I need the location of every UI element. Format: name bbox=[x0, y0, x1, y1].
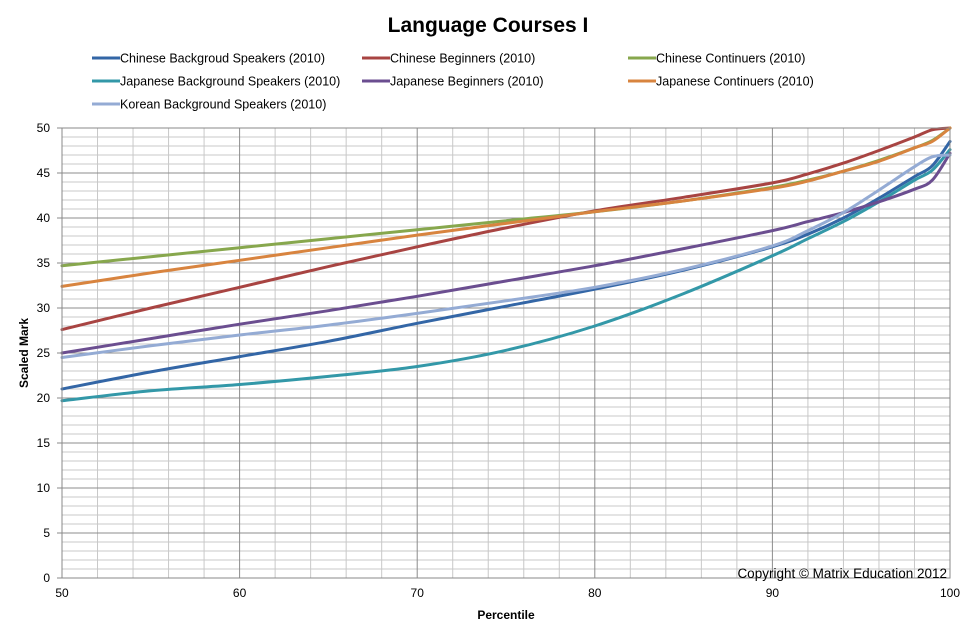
x-tick-label: 100 bbox=[940, 586, 960, 600]
x-tick-label: 50 bbox=[55, 586, 69, 600]
legend: Chinese Backgroud Speakers (2010) Chinese… bbox=[92, 52, 814, 112]
legend-label: Chinese Backgroud Speakers (2010) bbox=[120, 52, 325, 66]
series-line-4 bbox=[60, 148, 952, 403]
legend-label: Chinese Beginners (2010) bbox=[390, 52, 535, 66]
y-tick-label: 30 bbox=[37, 301, 51, 315]
y-tick-label: 10 bbox=[37, 481, 51, 495]
y-tick-label: 40 bbox=[37, 211, 51, 225]
x-tick-label: 80 bbox=[588, 586, 602, 600]
x-tick-label: 70 bbox=[411, 586, 425, 600]
legend-label: Chinese Continuers (2010) bbox=[656, 52, 805, 66]
minor-gridlines bbox=[62, 128, 950, 578]
y-tick-label: 50 bbox=[37, 121, 51, 135]
series-lines bbox=[60, 126, 952, 403]
y-tick-label: 5 bbox=[43, 526, 50, 540]
series-line-6 bbox=[60, 126, 952, 288]
x-axis-ticks: 50 60 70 80 90 100 bbox=[55, 586, 960, 600]
x-tick-label: 60 bbox=[233, 586, 247, 600]
chart-title: Language Courses I bbox=[388, 14, 589, 37]
series-line-7 bbox=[60, 153, 952, 359]
series-line-5 bbox=[60, 151, 952, 355]
y-tick-label: 25 bbox=[37, 346, 51, 360]
y-tick-label: 45 bbox=[37, 166, 51, 180]
x-tick-label: 90 bbox=[766, 586, 780, 600]
y-tick-label: 20 bbox=[37, 391, 51, 405]
legend-label: Japanese Beginners (2010) bbox=[390, 75, 544, 89]
y-axis-label: Scaled Mark bbox=[17, 318, 31, 388]
copyright-annotation: Copyright © Matrix Education 2012 bbox=[737, 566, 947, 581]
y-axis-ticks: 0 5 10 15 20 25 30 35 40 45 50 bbox=[37, 121, 62, 585]
legend-label: Japanese Background Speakers (2010) bbox=[120, 75, 340, 89]
y-tick-label: 35 bbox=[37, 256, 51, 270]
y-tick-label: 0 bbox=[43, 571, 50, 585]
x-axis-label: Percentile bbox=[477, 608, 535, 622]
y-tick-label: 15 bbox=[37, 436, 51, 450]
legend-label: Japanese Continuers (2010) bbox=[656, 75, 814, 89]
legend-label: Korean Background Speakers (2010) bbox=[120, 98, 326, 112]
series-line-2 bbox=[60, 126, 952, 332]
